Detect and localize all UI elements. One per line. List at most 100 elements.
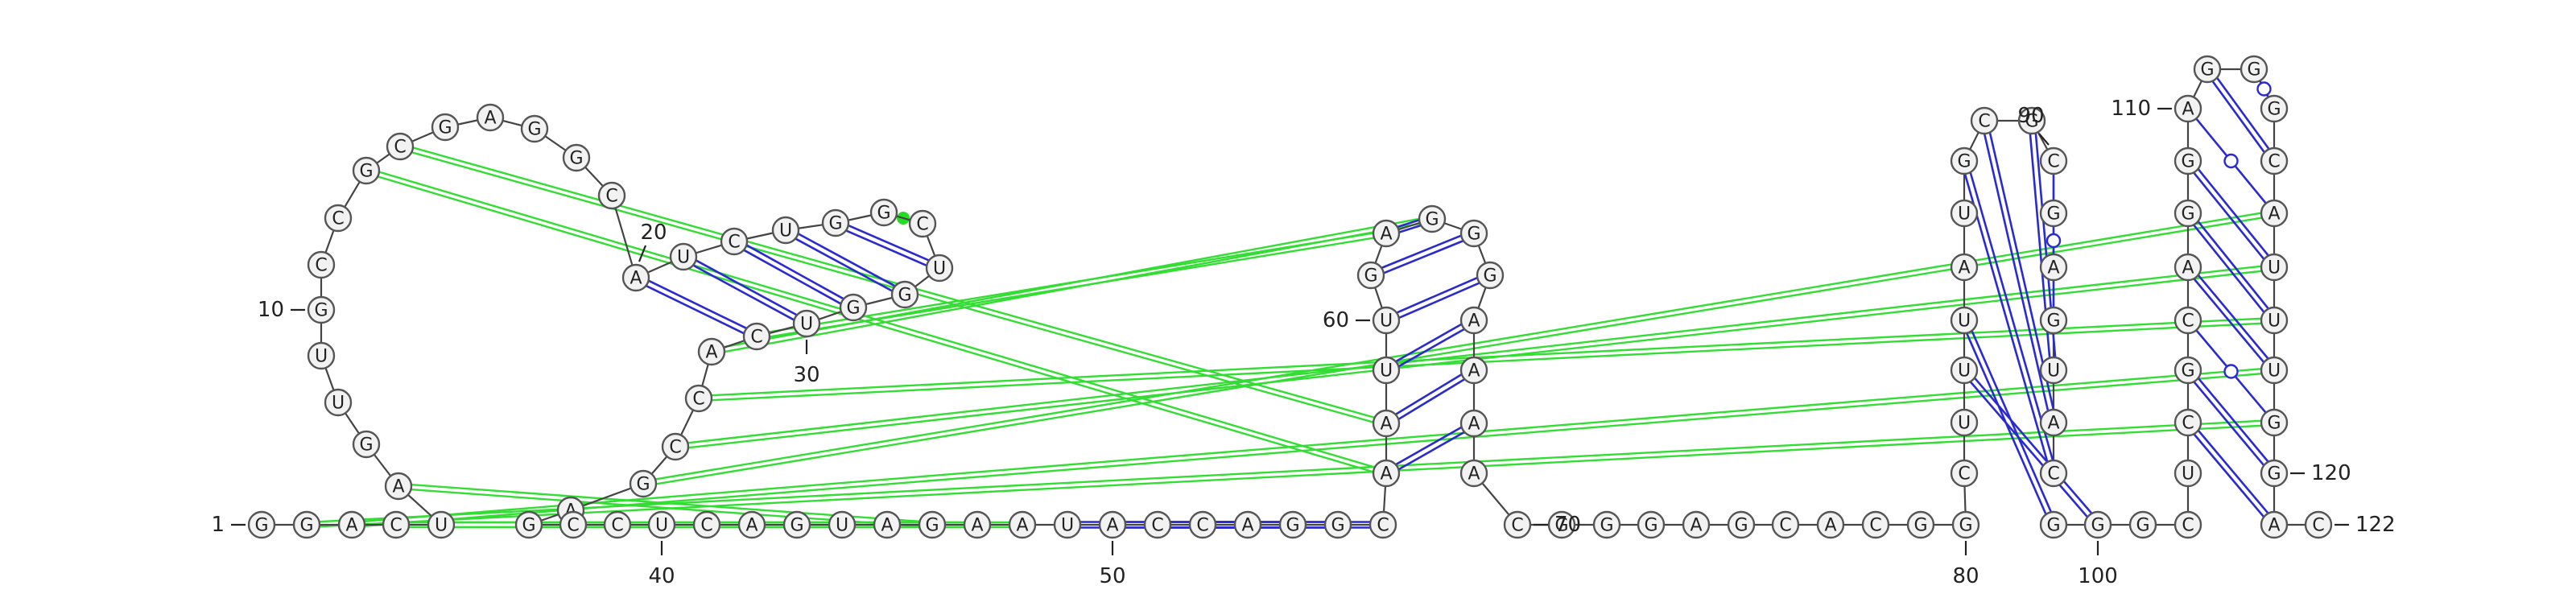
nucleotide-56: C bbox=[1368, 510, 1397, 539]
svg-text:100: 100 bbox=[2078, 564, 2118, 588]
svg-text:C: C bbox=[394, 138, 406, 158]
svg-text:G: G bbox=[314, 301, 328, 321]
nucleotide-63: G bbox=[1418, 204, 1447, 233]
svg-text:110: 110 bbox=[2111, 97, 2151, 121]
nucleotide-49: U bbox=[1053, 510, 1082, 539]
svg-text:C: C bbox=[916, 215, 928, 235]
svg-text:U: U bbox=[1380, 311, 1393, 332]
svg-text:80: 80 bbox=[1952, 564, 1979, 588]
nucleotide-105: G bbox=[2174, 356, 2202, 385]
nucleotide-81: C bbox=[1950, 459, 1979, 488]
base-pair-106-119 bbox=[2195, 329, 2267, 414]
nucleotide-57: A bbox=[1372, 459, 1401, 488]
nucleotide-9: U bbox=[307, 341, 336, 370]
nucleotide-114: C bbox=[2260, 146, 2289, 175]
nucleotide-46: G bbox=[918, 510, 947, 539]
nucleotide-58: A bbox=[1372, 409, 1401, 438]
nucleotide-67: A bbox=[1459, 356, 1488, 385]
base-pair-87-96 bbox=[1963, 172, 2054, 462]
nucleotide-61: G bbox=[1356, 261, 1385, 290]
svg-text:C: C bbox=[2182, 311, 2194, 332]
nucleotide-113: G bbox=[2260, 94, 2289, 123]
nucleotide-99: G bbox=[2039, 510, 2068, 539]
index-label-10: 10 bbox=[258, 298, 305, 322]
svg-text:G: G bbox=[569, 149, 583, 169]
svg-text:70: 70 bbox=[1554, 513, 1581, 537]
svg-text:G: G bbox=[359, 435, 373, 456]
nucleotide-2: G bbox=[292, 510, 321, 539]
svg-text:U: U bbox=[2047, 361, 2060, 382]
index-label-50: 50 bbox=[1099, 541, 1126, 588]
nucleotide-62: A bbox=[1372, 219, 1401, 248]
svg-text:G: G bbox=[1734, 516, 1748, 536]
nucleotide-32: A bbox=[697, 337, 726, 366]
nucleotide-70: C bbox=[1503, 510, 1532, 539]
nucleotide-29: G bbox=[839, 293, 868, 322]
svg-text:G: G bbox=[898, 286, 911, 306]
svg-text:U: U bbox=[2268, 258, 2281, 278]
svg-text:A: A bbox=[1468, 415, 1480, 435]
nucleotide-120: G bbox=[2260, 459, 2289, 488]
nucleotide-47: A bbox=[963, 510, 992, 539]
nucleotide-73: G bbox=[1637, 510, 1666, 539]
base-pair-108-117 bbox=[2193, 221, 2269, 313]
nucleotide-24: G bbox=[821, 208, 850, 237]
nucleotide-45: A bbox=[873, 510, 902, 539]
index-label-40: 40 bbox=[648, 541, 675, 588]
nucleotide-33: C bbox=[684, 384, 713, 413]
svg-text:G: G bbox=[2181, 204, 2194, 225]
index-label-70: 70 bbox=[1534, 513, 1581, 537]
nucleotide-88: C bbox=[1970, 106, 1999, 135]
base-pair-111-114 bbox=[2211, 77, 2270, 153]
base-pair-83-100 bbox=[1969, 377, 2093, 518]
svg-text:G: G bbox=[1331, 516, 1344, 536]
nucleotide-65: G bbox=[1476, 261, 1505, 290]
svg-text:A: A bbox=[484, 109, 496, 129]
svg-text:1: 1 bbox=[211, 513, 225, 537]
svg-text:G: G bbox=[2091, 516, 2104, 536]
nucleotide-110: A bbox=[2174, 94, 2202, 123]
index-label-1: 1 bbox=[211, 513, 246, 537]
svg-text:G: G bbox=[1467, 225, 1480, 245]
nucleotide-28: G bbox=[890, 280, 919, 309]
svg-text:A: A bbox=[2268, 516, 2280, 536]
svg-text:122: 122 bbox=[2355, 513, 2396, 537]
nucleotide-117: U bbox=[2260, 306, 2289, 335]
svg-text:A: A bbox=[1241, 516, 1253, 536]
nucleotide-18: G bbox=[562, 143, 591, 172]
nucleotide-30: U bbox=[792, 309, 821, 338]
nucleotide-91: G bbox=[2039, 199, 2068, 228]
svg-text:C: C bbox=[1151, 516, 1163, 536]
svg-text:C: C bbox=[2312, 516, 2324, 536]
nucleotide-75: G bbox=[1727, 510, 1756, 539]
svg-text:A: A bbox=[745, 516, 758, 536]
nucleotide-40: U bbox=[647, 510, 676, 539]
svg-text:U: U bbox=[1061, 516, 1074, 536]
svg-text:A: A bbox=[345, 516, 357, 536]
base-pair-84-99 bbox=[1966, 330, 2052, 515]
nucleotide-90: C bbox=[2039, 146, 2068, 175]
nucleotide-52: C bbox=[1188, 510, 1217, 539]
svg-text:C: C bbox=[1511, 516, 1523, 536]
nucleotide-16: A bbox=[476, 103, 505, 132]
svg-text:U: U bbox=[1958, 311, 1971, 332]
nucleotide-27: U bbox=[925, 254, 954, 283]
base-pair-105-120 bbox=[2193, 377, 2269, 466]
nucleotide-94: U bbox=[2039, 356, 2068, 385]
index-label-90: 90 bbox=[2017, 104, 2050, 146]
nucleotide-54: G bbox=[1278, 510, 1307, 539]
svg-text:G: G bbox=[2267, 464, 2281, 485]
svg-text:G: G bbox=[527, 120, 541, 140]
nucleotide-41: C bbox=[692, 510, 721, 539]
nucleotide-50: A bbox=[1098, 510, 1127, 539]
nucleotide-8: U bbox=[324, 388, 353, 417]
nucleotide-68: A bbox=[1459, 409, 1488, 438]
nucleotide-93: G bbox=[2039, 306, 2068, 335]
svg-text:A: A bbox=[1380, 225, 1392, 245]
svg-text:C: C bbox=[1779, 516, 1791, 536]
base-pair-112-113 bbox=[2256, 80, 2272, 98]
nucleotide-84: U bbox=[1950, 306, 1979, 335]
nucleotide-95: A bbox=[2039, 408, 2068, 437]
svg-text:U: U bbox=[836, 516, 848, 536]
svg-text:C: C bbox=[1978, 112, 1990, 132]
